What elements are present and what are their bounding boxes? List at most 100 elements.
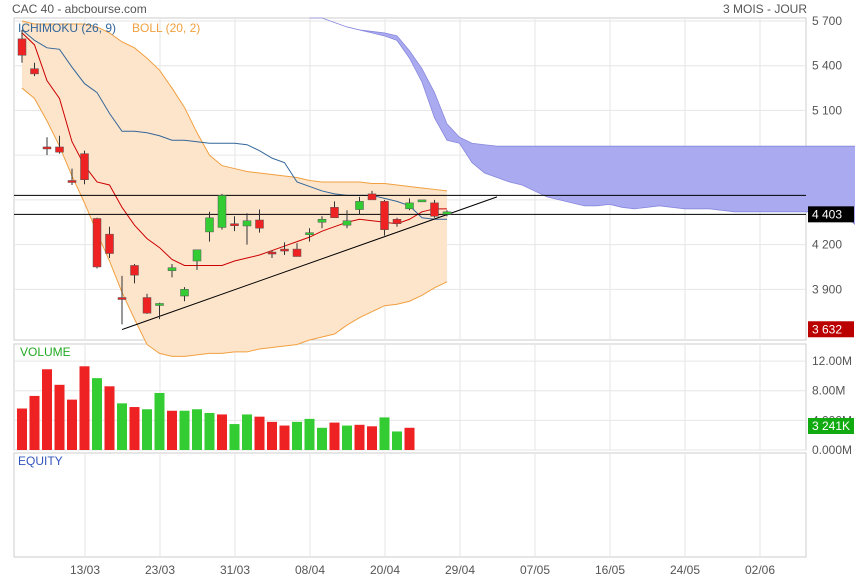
candle-body [280,248,289,252]
candle-body [67,180,77,183]
volume-y-tick-label: 0.000M [812,443,852,457]
candle-body [292,248,302,257]
x-tick-label: 20/04 [370,563,400,577]
volume-bar [92,378,102,450]
volume-bar [79,366,90,450]
ichimoku-legend: ICHIMOKU (26, 9) [18,21,116,35]
last-price-badge-bg [808,206,854,223]
candle-body [80,153,89,180]
volume-bar [404,427,415,450]
volume-bar [379,417,390,450]
candle-body [330,207,339,219]
volume-bar [229,424,240,450]
volume-bar [154,392,165,450]
candle-body [117,297,127,300]
volume-bar [204,412,215,450]
candle-body [267,251,277,255]
candle-body [180,289,189,297]
equity-title: EQUITY [18,454,63,468]
volume-bar [167,410,177,450]
bollinger-upper-line [21,20,448,192]
volume-bar [329,422,340,450]
candle-body [255,219,264,229]
volume-bar [104,386,115,450]
chart-title: CAC 40 - abcbourse.com [12,2,147,16]
candle-body [192,249,202,262]
candle-body [305,232,314,235]
candle-body [55,146,64,153]
candle-body [167,267,177,271]
volume-bar [367,426,377,450]
candle-body [442,211,452,215]
y-tick-label: 5 400 [812,59,842,73]
bollinger-legend: BOLL (20, 2) [132,21,200,35]
volume-bar [67,399,77,450]
x-tick-label: 02/06 [745,563,775,577]
y-tick-label: 5 100 [812,103,842,117]
volume-bar [54,384,65,450]
candle-body [217,195,227,228]
candle-body [155,303,164,306]
volume-title: VOLUME [20,345,71,359]
y-tick-label: 5 700 [812,14,842,28]
volume-bar [142,409,152,450]
x-tick-label: 13/03 [70,563,100,577]
volume-bar [42,369,52,450]
candle-body [355,201,364,210]
volume-bar [292,421,302,450]
candle-body [205,217,214,233]
volume-bar [254,416,265,450]
volume-bar [354,424,365,450]
equity-panel [13,452,807,558]
candle-body [317,219,327,223]
volume-bar [317,427,327,450]
candle-body [380,201,389,230]
candle-body [405,202,414,210]
volume-bar [129,407,140,450]
candle-body [92,218,102,268]
volume-y-tick-label: 8.00M [812,384,845,398]
ichimoku-cloud [309,17,855,225]
period-label: 3 MOIS - JOUR [722,2,807,16]
low-price-badge-bg [808,321,854,338]
candle-body [367,193,377,201]
candle-body [242,220,252,227]
candle-body [417,199,427,203]
volume-bar [342,425,352,450]
volume-bar [192,409,202,450]
candle-body [230,223,239,226]
candle-body [430,202,439,217]
volume-bar [117,403,127,450]
trend-line [121,196,498,331]
volume-bar [242,414,252,450]
candle-body [105,233,114,254]
candle-body [142,297,152,314]
candle-body [392,219,402,224]
x-tick-label: 16/05 [595,563,625,577]
x-tick-label: 07/05 [520,563,550,577]
volume-bar [17,408,27,450]
x-tick-label: 31/03 [220,563,250,577]
last-price-badge: 4 403 [812,207,842,221]
x-tick-label: 08/04 [295,563,325,577]
x-tick-label: 23/03 [145,563,175,577]
low-price-badge: 3 632 [812,322,842,336]
volume-bar [217,414,227,450]
candle-body [130,265,139,276]
volume-bar [29,395,40,450]
volume-bar [304,418,315,450]
last-volume-badge-bg [808,417,854,434]
bollinger-band-area [22,20,447,357]
volume-bar [267,421,277,450]
candle-body [342,220,352,226]
volume-bar [279,425,290,450]
candle-body [30,68,39,75]
last-volume-badge: 3 241K [812,419,850,433]
volume-bar [179,410,190,450]
candle-body [42,146,52,150]
x-tick-label: 29/04 [445,563,475,577]
x-tick-label: 24/05 [670,563,700,577]
ichimoku-tenkan-line [21,32,447,266]
y-tick-label: 4 200 [812,238,842,252]
